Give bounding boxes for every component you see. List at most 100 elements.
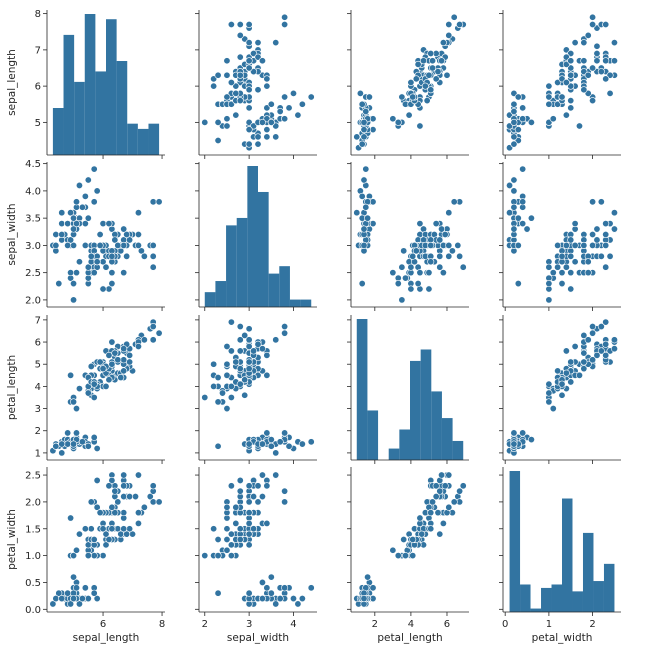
point-sepal_width-sepal_length-122 <box>149 252 157 260</box>
point-sepal_width-petal_length-45 <box>360 241 368 249</box>
point-petal_width-petal_length-64 <box>400 535 408 543</box>
point-petal_width-sepal_length-13 <box>49 600 57 608</box>
hist-bar-sepal_length-6 <box>116 61 128 155</box>
point-petal_length-petal_width-109 <box>610 336 618 344</box>
hist-bar-petal_width-1 <box>520 584 531 612</box>
point-sepal_width-sepal_length-59 <box>75 258 83 266</box>
point-petal_length-petal_width-130 <box>584 336 592 344</box>
point-petal_width-sepal_width-129 <box>245 519 253 527</box>
point-sepal_width-petal_width-40 <box>514 214 522 222</box>
point-sepal_length-petal_width-139 <box>593 49 601 57</box>
point-sepal_length-petal_width-62 <box>545 82 553 90</box>
point-sepal_length-petal_width-122 <box>589 20 597 28</box>
point-sepal_length-petal_width-149 <box>580 86 588 94</box>
point-petal_width-sepal_width-48 <box>276 595 284 603</box>
point-petal_width-petal_length-144 <box>438 471 446 479</box>
point-sepal_length-petal_length-49 <box>360 118 368 126</box>
hist-bar-sepal_width-7 <box>279 266 290 307</box>
point-petal_width-sepal_length-76 <box>123 530 131 538</box>
point-sepal_width-sepal_length-149 <box>96 241 104 249</box>
point-sepal_width-sepal_length-133 <box>108 252 116 260</box>
point-petal_width-petal_length-99 <box>409 535 417 543</box>
y-tick-label-sepal_width-0: 2.0 <box>25 295 41 306</box>
point-sepal_width-petal_width-119 <box>567 285 575 293</box>
hist-bar-petal_width-9 <box>603 563 615 612</box>
point-sepal_length-petal_width-66 <box>567 97 575 105</box>
x-tick-label-petal_width-0: 0 <box>502 619 508 630</box>
panel-petal_width-vs-sepal_width: 2 3 4 <box>195 467 317 630</box>
point-sepal_width-sepal_length-90 <box>84 263 92 271</box>
point-petal_length-sepal_length-129 <box>134 342 142 350</box>
point-petal_width-sepal_width-43 <box>267 573 275 581</box>
point-sepal_width-petal_length-146 <box>425 269 433 277</box>
point-petal_width-sepal_width-148 <box>263 482 271 490</box>
hist-bar-petal_length-7 <box>431 391 442 460</box>
point-sepal_width-petal_length-119 <box>425 285 433 293</box>
point-petal_length-sepal_length-98 <box>73 405 81 413</box>
point-sepal_length-sepal_width-43 <box>267 118 275 126</box>
y-tick-label-sepal_width-1: 2.5 <box>25 268 41 279</box>
point-petal_length-sepal_length-14 <box>93 444 101 452</box>
point-petal_length-petal_width-99 <box>558 380 566 388</box>
point-petal_length-sepal_length-147 <box>114 356 122 364</box>
point-petal_width-petal_length-117 <box>456 487 464 495</box>
point-petal_width-sepal_length-62 <box>99 552 107 560</box>
point-petal_width-sepal_length-47 <box>58 595 66 603</box>
point-sepal_width-petal_width-48 <box>510 203 518 211</box>
point-petal_width-sepal_length-44 <box>73 584 81 592</box>
point-sepal_width-sepal_length-48 <box>78 203 86 211</box>
point-sepal_width-sepal_length-70 <box>96 231 104 239</box>
point-petal_length-sepal_width-43 <box>267 436 275 444</box>
hist-bar-petal_length-1 <box>367 410 379 460</box>
point-petal_length-sepal_length-99 <box>90 380 98 388</box>
point-sepal_length-petal_length-47 <box>360 133 368 141</box>
point-sepal_length-petal_width-145 <box>602 57 610 65</box>
hist-bar-sepal_width-8 <box>289 299 301 307</box>
panel-petal_width-vs-petal_length: 2 4 6 <box>347 467 469 630</box>
point-sepal_width-petal_width-79 <box>545 263 553 271</box>
point-sepal_width-sepal_length-147 <box>114 241 122 249</box>
point-sepal_length-sepal_width-146 <box>223 71 231 79</box>
point-sepal_width-petal_width-92 <box>554 263 562 271</box>
point-petal_width-sepal_width-72 <box>223 525 231 533</box>
point-petal_length-sepal_length-42 <box>52 442 60 450</box>
point-petal_length-sepal_width-98 <box>223 405 231 413</box>
point-petal_length-sepal_width-62 <box>210 382 218 390</box>
point-petal_width-sepal_width-146 <box>223 503 231 511</box>
hist-bar-sepal_length-3 <box>84 14 96 155</box>
point-petal_length-sepal_width-45 <box>245 440 253 448</box>
point-sepal_length-petal_length-121 <box>423 97 431 105</box>
point-sepal_width-sepal_length-22 <box>58 209 66 217</box>
point-sepal_width-petal_length-33 <box>360 176 368 184</box>
point-petal_length-sepal_length-149 <box>96 358 104 366</box>
point-sepal_width-sepal_length-37 <box>67 209 75 217</box>
hist-bar-petal_width-0 <box>509 471 521 612</box>
y-tick-label-petal_length-4: 5 <box>35 360 41 371</box>
y-tick-label-petal_length-3: 4 <box>35 382 41 393</box>
point-petal_width-sepal_width-117 <box>281 487 289 495</box>
point-sepal_width-sepal_length-119 <box>99 285 107 293</box>
point-petal_width-sepal_length-109 <box>134 471 142 479</box>
point-sepal_width-petal_length-93 <box>394 280 402 288</box>
hist-bar-sepal_length-5 <box>106 19 117 155</box>
point-petal_width-sepal_width-83 <box>232 519 240 527</box>
point-petal_length-sepal_length-36 <box>84 442 92 450</box>
point-sepal_width-sepal_length-84 <box>81 241 89 249</box>
point-sepal_length-petal_length-71 <box>407 79 415 87</box>
point-petal_length-sepal_width-117 <box>281 323 289 331</box>
x-tick-label-sepal_width-2: 4 <box>290 619 296 630</box>
point-sepal_length-sepal_width-49 <box>258 118 266 126</box>
hist-bar-sepal_width-2 <box>226 225 237 307</box>
point-petal_width-sepal_length-134 <box>102 530 110 538</box>
point-petal_length-sepal_width-93 <box>214 398 222 406</box>
point-petal_width-sepal_length-119 <box>99 525 107 533</box>
point-petal_length-sepal_length-79 <box>90 393 98 401</box>
point-sepal_width-sepal_length-145 <box>120 241 128 249</box>
point-petal_length-sepal_width-105 <box>245 325 253 333</box>
point-sepal_width-petal_length-135 <box>445 241 453 249</box>
point-petal_width-sepal_length-106 <box>67 514 75 522</box>
point-sepal_length-sepal_width-60 <box>201 118 209 126</box>
point-petal_length-petal_width-67 <box>545 380 553 388</box>
point-sepal_length-sepal_width-6 <box>263 133 271 141</box>
point-petal_length-sepal_width-99 <box>236 380 244 388</box>
